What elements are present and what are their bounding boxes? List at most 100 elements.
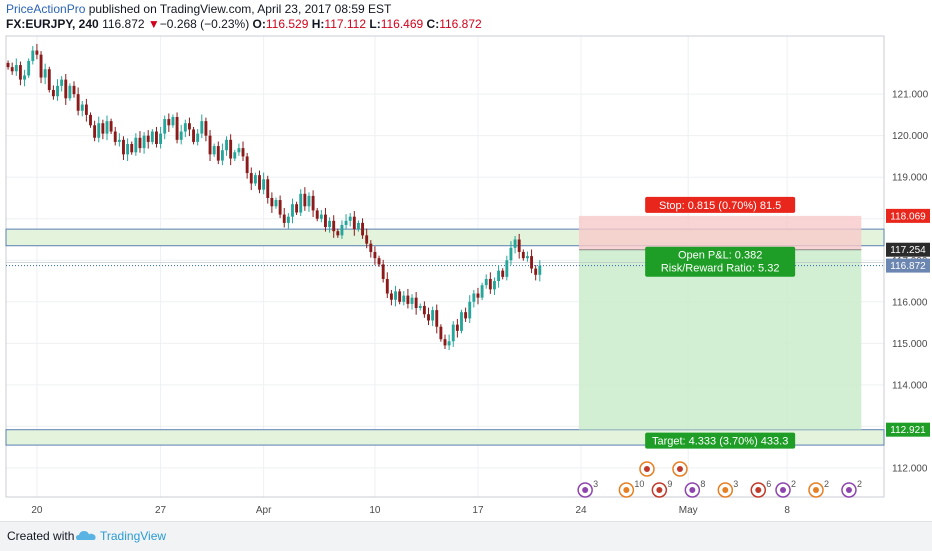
symbol-label[interactable]: FX:EURJPY, 240	[6, 17, 99, 31]
entry-price-tag: 117.254	[890, 245, 926, 256]
candle-body	[27, 60, 31, 76]
candle-body	[488, 278, 492, 290]
candle	[262, 172, 266, 195]
candle-body	[517, 239, 521, 252]
candle	[14, 58, 18, 76]
candle	[64, 74, 68, 105]
candle-body	[245, 156, 249, 174]
candle-body	[464, 312, 468, 319]
candle	[159, 126, 163, 149]
candle-body	[410, 297, 414, 304]
candle	[534, 265, 538, 281]
candle-body	[451, 324, 455, 342]
candle	[538, 260, 542, 282]
candle-body	[509, 247, 513, 261]
stop-price-tag-bg	[886, 208, 930, 223]
x-tick-label: 10	[369, 505, 381, 516]
x-tick-label: Apr	[256, 505, 272, 516]
candle-body	[398, 291, 402, 302]
candle	[295, 201, 299, 216]
candle	[220, 143, 224, 166]
low-value: 116.469	[380, 17, 424, 31]
candle	[381, 259, 385, 283]
candle-body	[439, 326, 443, 340]
candle-body	[146, 135, 150, 142]
tradingview-cloud-icon	[76, 531, 96, 540]
event-marker	[684, 482, 701, 498]
candle-body	[155, 131, 158, 144]
candle	[208, 130, 212, 162]
candle-body	[282, 214, 286, 223]
pl-label-1: Risk/Reward Ratio: 5.32	[661, 263, 780, 275]
tradingview-brand[interactable]: TradingView	[100, 529, 167, 543]
candle	[167, 113, 171, 132]
pl-label-0: Open P&L: 0.382	[678, 250, 762, 262]
created-with-text: Created with	[7, 529, 75, 543]
candle	[146, 130, 150, 149]
candle-body	[39, 54, 43, 78]
candle-body	[455, 324, 459, 331]
candle	[171, 114, 175, 128]
candle-body	[179, 131, 183, 140]
candle-body	[175, 116, 179, 140]
candle	[179, 124, 183, 145]
event-marker	[618, 482, 635, 498]
candle	[200, 114, 204, 139]
candle	[476, 287, 480, 305]
candle-body	[291, 204, 294, 217]
candle-body	[212, 146, 216, 155]
candle-body	[311, 195, 315, 211]
candle-body	[80, 104, 84, 111]
candle	[183, 119, 187, 138]
candle-body	[505, 260, 509, 277]
candle	[39, 51, 43, 84]
candle-body	[97, 123, 101, 138]
candle-body	[447, 341, 451, 346]
candle-body	[93, 125, 97, 138]
event-marker	[717, 482, 734, 498]
candle-body	[56, 85, 59, 97]
candle	[76, 87, 80, 116]
candle-body	[47, 69, 51, 90]
candle	[196, 129, 200, 146]
candle-body	[435, 310, 439, 327]
event-marker-dot	[812, 487, 819, 493]
stop-label-bg	[645, 196, 796, 213]
candle-body	[76, 94, 80, 111]
candle-body	[480, 285, 484, 298]
candle-body	[159, 133, 163, 144]
candle	[134, 133, 138, 156]
down-arrow-icon: ▼	[147, 17, 160, 31]
x-tick-label: 20	[31, 505, 43, 516]
publisher-link[interactable]: PriceActionPro	[6, 2, 86, 16]
candle-body	[365, 235, 369, 244]
candle-body	[274, 200, 278, 207]
candle	[373, 246, 377, 265]
candle	[451, 321, 455, 347]
candle-body	[319, 214, 323, 219]
price-chart[interactable]: 112.000113.000114.000115.000116.000117.0…	[0, 0, 932, 521]
candle	[97, 116, 101, 143]
candle	[138, 131, 142, 153]
candle-body	[385, 278, 389, 294]
candle	[155, 126, 158, 148]
candle-body	[249, 173, 253, 184]
candle-body	[31, 50, 35, 61]
open-label: O:	[252, 17, 266, 31]
y-tick-label: 116.000	[892, 297, 928, 308]
candle-body	[348, 216, 352, 221]
candle-body	[101, 123, 105, 134]
candle-body	[43, 69, 47, 78]
event-count: 2	[857, 479, 862, 489]
x-tick-label: 27	[155, 505, 167, 516]
candle-body	[352, 216, 356, 230]
candle	[84, 98, 88, 122]
candle-body	[171, 116, 175, 126]
candle-body	[72, 85, 76, 95]
candle-body	[361, 222, 365, 236]
candle-body	[295, 204, 299, 213]
candle-body	[324, 214, 327, 228]
candle	[521, 249, 525, 261]
candle-body	[406, 295, 410, 304]
candle-body	[493, 281, 496, 290]
